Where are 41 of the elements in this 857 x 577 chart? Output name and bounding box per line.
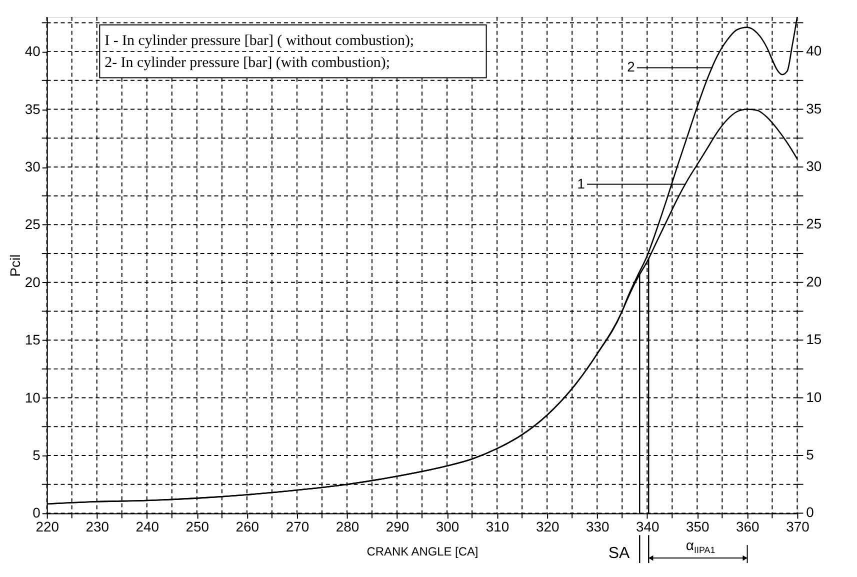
x-tick-label: 280	[336, 518, 360, 535]
annotation: 2- In cylinder pressure [bar] (with combustion);	[104, 54, 390, 71]
y2-tick-label: 0	[806, 504, 814, 520]
x-tick-label: 250	[186, 518, 210, 535]
y-tick-label: 30	[24, 158, 41, 174]
y-tick-label: 40	[24, 43, 41, 60]
legend-label: SA	[608, 545, 630, 562]
x-tick-label: 220	[36, 518, 60, 535]
y-tick-label: 5	[32, 446, 41, 463]
x-tick-label: 370	[786, 518, 810, 535]
y2-tick-label: 25	[806, 216, 822, 232]
x-axis-title: CRANK ANGLE [CA]	[366, 544, 478, 559]
y2-tick-label: 5	[806, 446, 814, 462]
y-tick-label: 10	[24, 389, 41, 406]
x-tick-label: 260	[236, 518, 260, 535]
y2-tick-label: 10	[806, 388, 822, 405]
x-tick-label: 360	[736, 518, 760, 535]
x-tick-label: 240	[136, 518, 160, 535]
x-tick-label: 350	[686, 518, 710, 535]
y2-tick-label: 40	[806, 42, 822, 59]
y2-tick-label: 35	[806, 100, 822, 116]
x-tick-label: 300	[436, 518, 460, 535]
x-tick-label: 230	[86, 518, 110, 535]
x-tick-label: 330	[586, 518, 610, 535]
y-tick-label: 25	[24, 216, 41, 232]
annotation: I - In cylinder pressure [bar] ( without combustion);	[104, 32, 414, 49]
y-axis-title: Pcil	[6, 254, 23, 277]
y-tick-label: 20	[24, 274, 41, 290]
annotation: 2	[627, 58, 636, 75]
y2-tick-label: 30	[806, 158, 822, 174]
y-tick-label: 15	[24, 332, 41, 348]
y2-tick-label: 20	[806, 273, 822, 290]
x-tick-label: 270	[286, 518, 310, 535]
x-tick-label: 310	[486, 518, 510, 535]
y-tick-label: 0	[32, 504, 41, 521]
annotation: 1	[577, 175, 586, 192]
x-tick-label: 340	[636, 518, 660, 535]
y2-tick-label: 15	[806, 331, 822, 348]
x-tick-label: 320	[536, 518, 560, 535]
y-tick-label: 35	[24, 100, 41, 117]
x-tick-label: 290	[386, 518, 410, 535]
